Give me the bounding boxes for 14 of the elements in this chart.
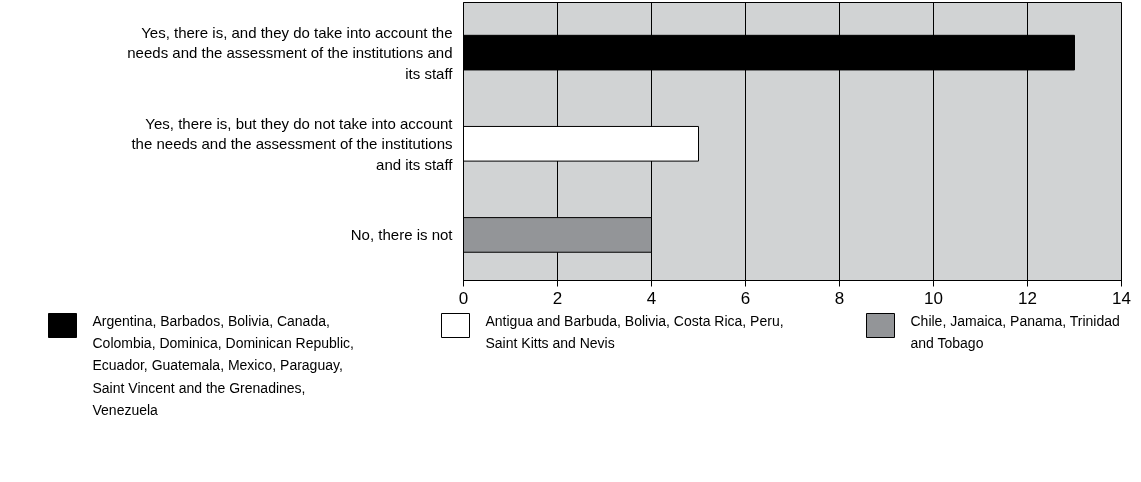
y-tick-label: Yes, there is, and they do take into account the needs and the assessment of the institutions and its staff bbox=[127, 23, 454, 82]
x-tick-label: 8 bbox=[834, 288, 845, 308]
x-tick-label: 10 bbox=[924, 288, 943, 308]
x-tick-label: 0 bbox=[458, 288, 469, 308]
y-tick-label: No, there is not bbox=[350, 226, 454, 244]
x-tick-label: 12 bbox=[1018, 288, 1037, 308]
y-tick-label: Yes, there is, but they do not take into account the needs and the assessment of the institutions and its staff bbox=[131, 114, 454, 173]
legend-label: Chile, Jamaica, Panama, Trinidad and Tobago bbox=[910, 312, 1120, 351]
x-tick-label: 2 bbox=[552, 288, 563, 308]
x-tick-label: 6 bbox=[740, 288, 751, 308]
legend-label: Antigua and Barbuda, Bolivia, Costa Rica, Peru, Saint Kitts and Nevis bbox=[485, 312, 784, 351]
legend-label: Argentina, Barbados, Bolivia, Canada, Colombia, Dominica, Dominican Republic, Ecuador, Guatemala, Mexico, Paraguay, Saint Vincent and the Grenadines, Venezuela bbox=[92, 312, 354, 419]
x-tick-label: 14 bbox=[1112, 288, 1131, 308]
x-tick-label: 4 bbox=[646, 288, 657, 308]
